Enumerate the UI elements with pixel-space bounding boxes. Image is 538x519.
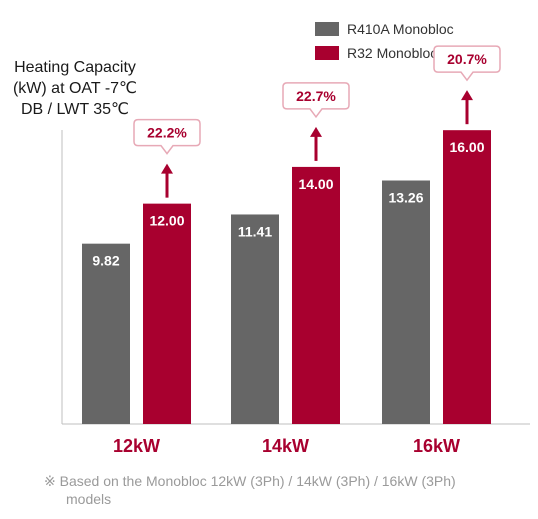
bar-value-label: 9.82 [92,253,119,269]
bar-r410a-14kW [231,214,279,424]
increase-callout-label: 22.7% [296,88,336,104]
increase-callout-box [433,45,501,82]
increase-arrow-head [161,163,173,174]
category-label: 12kW [113,436,160,456]
increase-callout-label: 22.2% [147,125,187,141]
category-label: 14kW [262,436,309,456]
legend-label-r410a: R410A Monobloc [347,21,454,37]
bar-value-label: 16.00 [449,139,484,155]
bar-r32-12kW [143,203,191,424]
y-axis-label-line-3: DB / LWT 35℃ [21,101,129,118]
bar-r32-14kW [292,166,340,424]
bar-value-label: 11.41 [238,223,272,239]
increase-arrow-head [461,90,473,101]
footnote-line-2: models [66,491,111,507]
bar-r410a-12kW [82,243,130,424]
footnote-line-1: ※ Based on the Monobloc 12kW (3Ph) / 14k… [44,473,456,489]
category-label: 16kW [413,436,460,456]
y-axis-label-line-2: (kW) at OAT -7℃ [13,80,137,97]
bar-value-label: 12.00 [149,213,184,229]
legend-label-r32: R32 Monobloc [347,45,437,61]
bar-r32-16kW [443,130,491,424]
y-axis-label-line-1: Heating Capacity [14,59,136,76]
legend-swatch-r32 [315,46,339,60]
bar-value-label: 14.00 [298,176,333,192]
increase-callout-box [282,82,350,119]
increase-arrow-head [310,126,322,137]
increase-callout-box [133,118,201,155]
bar-r410a-16kW [382,180,430,424]
legend-swatch-r410a [315,22,339,36]
bar-value-label: 13.26 [388,189,423,205]
increase-callout-label: 20.7% [447,51,487,67]
